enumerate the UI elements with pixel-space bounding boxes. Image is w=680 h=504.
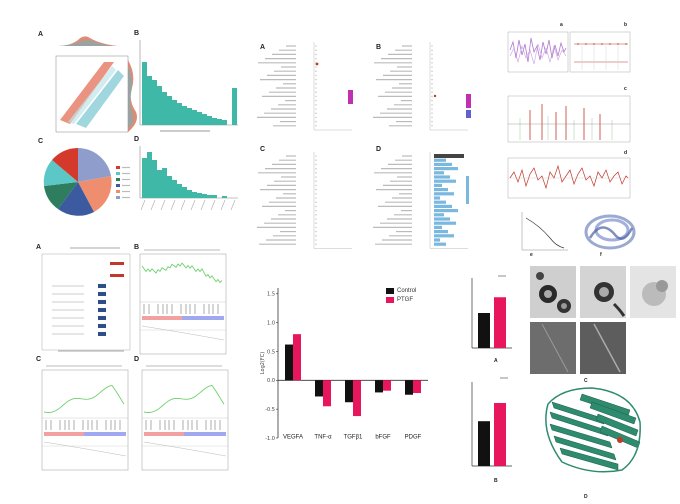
panel-letter: B [494,478,498,484]
legend-label-ptgf: PTGF [397,297,413,303]
panel-letter: a [560,22,563,28]
line-plot-e [521,212,568,251]
gsea-plot-b [139,249,227,355]
panel-letter: f [600,252,602,258]
y-tick-label: -0.5 [265,407,275,413]
panel-letter: B [134,30,140,37]
main-bar-chart: -1.0 -0.5 0.0 0.5 1.0 1.5 Log2(FC) VEGFA TNF-α TG… [256,278,446,458]
figure-panel-1: A B C D [0,0,250,232]
gsea-summary-a [41,247,131,352]
red-profile-line [509,164,629,190]
legend-swatch-control [386,288,394,294]
scatter-band-teal [76,70,124,128]
x-tick-label: PDGF [405,434,422,440]
micrograph-5 [580,322,626,374]
bar-control [405,380,413,395]
panel-letter: B [134,244,140,251]
gsea-plot-d [141,365,229,471]
y-axis-label: Log2(FC) [260,352,266,374]
dot-plot-a [257,42,352,131]
bar-control [345,380,353,403]
x-tick-label: TNF-α [314,434,332,440]
small-bar-charts-svg [471,275,512,467]
bar-control [315,380,323,397]
gsea-plot-c [41,365,129,471]
figure-panel-2: A B C D [252,0,498,264]
histogram-b [142,62,237,125]
dot-plot-d [373,152,468,249]
scatter-band-teal-2 [68,66,116,124]
pie-chart [43,147,112,216]
figure-panel-6: A B [450,264,530,504]
x-tick-label: VEGFA [283,434,303,440]
bar-ptgf [383,380,391,391]
dot-plot-b [373,42,468,131]
small-bar [478,313,490,348]
micrograph-4 [530,322,576,374]
protein-ribbon-small [584,214,636,250]
y-tick-label: 1.5 [267,292,275,298]
protein-ribbon-large [545,387,641,473]
right-density-curve-2 [128,66,134,128]
panel-letter: d [624,150,628,156]
y-tick-label: 0.0 [267,378,275,384]
panel-4-graphics [41,247,229,471]
small-bar-chart-a [471,278,512,349]
y-tick-label: -1.0 [265,436,275,442]
gradient-legend-a [348,90,353,104]
x-tick-label: bFGF [375,434,391,440]
bar-ptgf [293,334,301,381]
figure-panel-7: C D [528,264,680,504]
small-bar [494,403,506,466]
y-tick-label: 0.5 [267,349,275,355]
bar-ptgf [353,380,361,417]
dot-plot-c [257,152,352,249]
bar-ptgf [413,380,421,393]
panel-letter: b [624,22,628,28]
bar-control [375,380,383,393]
panel-letter: D [134,356,140,363]
x-tick-label: TGFβ1 [344,434,363,440]
small-bar [494,297,506,348]
panel-letter: A [38,31,44,38]
panel-letter: c [624,86,627,92]
figure-panel-4: A B C D [0,238,250,504]
panel-letter: D [584,494,588,500]
panel-letter: C [38,138,44,145]
legend-swatch-ptgf [386,297,394,303]
panel-letter: B [376,44,382,51]
bar-ptgf [323,380,331,407]
scatter-band-salmon [60,62,114,124]
panel-letter: A [494,358,498,364]
chart-legend: Control PTGF [386,288,416,303]
gradient-legend-b [466,94,471,118]
histogram-d [142,152,227,198]
top-density-curve-2 [58,40,118,46]
legend-label-control: Control [397,288,417,294]
small-bar-chart-b [471,382,512,467]
panel-2-graphics [257,42,471,249]
y-tick-label: 1.0 [267,320,275,326]
bar-control [285,344,293,381]
panel-letter: C [36,356,42,363]
pie-legend [116,166,130,199]
panel-letter: C [584,378,588,384]
panel-letter: C [260,146,266,153]
panel-letter: e [530,252,533,258]
panel-1-graphics [43,36,238,216]
panel-7-graphics [530,266,676,473]
panel-letter: A [36,244,42,251]
small-bar [478,421,490,466]
panel-letter: D [376,146,382,153]
figure-panel-3: a b c d e f [500,0,680,264]
panel-3-graphics [507,31,636,251]
main-bar-chart-svg: -1.0 -0.5 0.0 0.5 1.0 1.5 Log2(FC) VEGFA TNF-α TG… [260,288,428,442]
purple-time-series [509,37,567,63]
panel-letter: D [134,136,140,143]
panel-letter: A [260,44,266,51]
